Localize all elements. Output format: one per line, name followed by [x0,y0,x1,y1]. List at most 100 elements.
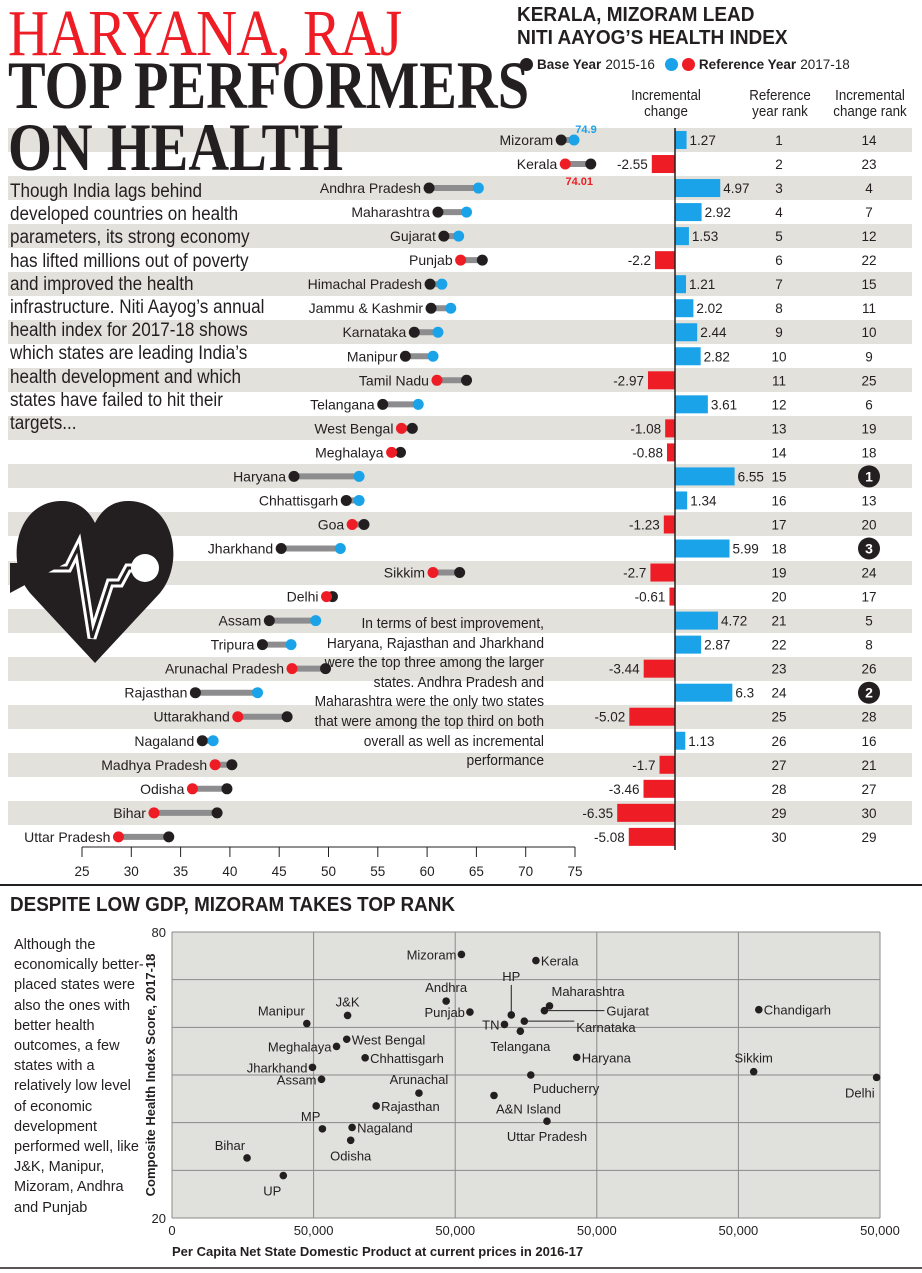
ref-year-dot [386,446,398,458]
x-tick-label: 75 [567,864,582,879]
scatter-point [317,1075,326,1084]
incremental-bar [659,755,675,774]
point-label: Manipur [258,1004,306,1019]
incremental-bar [675,635,702,654]
inc-rank-value: 1 [865,468,873,484]
state-label: Telangana [310,396,375,412]
base-year-dot [340,494,352,506]
point-label: Jharkhand [247,1060,308,1075]
incremental-value: -2.2 [628,253,651,268]
base-year-dot [211,807,223,819]
point-label: Puducherry [533,1081,600,1096]
ref-rank-value: 4 [775,205,783,220]
base-year-dot [432,206,444,218]
state-label: Gujarat [390,228,436,244]
point-label: Meghalaya [268,1039,332,1054]
scatter-point [303,1019,311,1028]
point-label: Andhra [425,980,468,995]
ref-year-dot [559,158,571,170]
incremental-bar [675,539,730,558]
inc-rank-value: 26 [861,662,876,677]
ref-rank-value: 1 [775,133,783,148]
incremental-value: 1.13 [688,734,714,749]
point-label: Gujarat [606,1004,649,1019]
point-label: Chhattisgarh [370,1051,444,1066]
scatter-chart: 0 50,000 50,000 50,000 50,000 50,000 80 20 Compo… [0,925,922,1269]
base-year-dot [424,278,436,290]
ref-rank-value: 19 [771,566,786,581]
base-year-dot [281,711,293,723]
ref-year-dot [427,350,439,362]
inc-rank-value: 29 [861,830,876,845]
base-year-dot [163,831,175,843]
ref-year-dot [148,807,160,819]
x-tick-label: 50,000 [435,1223,475,1238]
chart-title-line2: NITI AAYOG’S HEALTH INDEX [517,27,788,49]
incremental-bar [665,419,675,438]
scatter-point [361,1054,369,1062]
y-tick-label: 20 [152,1211,166,1226]
inc-rank-value: 20 [861,517,876,532]
state-label: Uttarakhand [154,709,230,725]
point-label: Bihar [215,1138,246,1153]
incremental-value: 1.21 [689,277,715,292]
ref-value-label: 74.9 [575,124,596,136]
base-year-dot [454,567,466,579]
x-tick-label: 50,000 [294,1223,334,1238]
point-label: Sikkim [735,1051,773,1066]
point-label: J&K [336,994,360,1009]
ref-rank-value: 23 [771,662,786,677]
ref-rank-value: 10 [771,349,786,364]
col-header-inc-rank: Incremental change rank [833,88,907,120]
ref-year-dot [334,543,346,555]
incremental-value: 2.82 [704,349,730,364]
incremental-value: -1.08 [630,421,661,436]
ref-rank-value: 5 [775,229,783,244]
ref-rank-value: 29 [771,806,786,821]
ref-rank-value: 12 [771,397,786,412]
point-label: Chandigarh [764,1003,831,1018]
incremental-bar [675,683,733,702]
intro-text: Though India lags behind developed count… [10,181,265,435]
state-label: Manipur [347,348,398,364]
row-band [8,416,912,441]
incremental-bar [675,395,708,414]
ref-year-dot [112,831,124,843]
inc-rank-value: 11 [862,301,876,316]
state-label: Odisha [140,781,185,797]
state-label: Haryana [233,468,286,484]
incremental-bar [675,467,735,486]
ref-rank-value: 28 [771,782,786,797]
inc-rank-value: 25 [861,373,876,388]
ref-rank-value: 9 [775,325,783,340]
x-tick-label: 40 [222,864,237,879]
incremental-value: 6.3 [735,686,754,701]
incremental-bar [675,203,702,222]
base-year-dot [555,134,567,146]
x-tick-label: 50,000 [719,1223,759,1238]
annotation-text: In terms of best improvement, Haryana, R… [314,615,544,770]
ref-rank-value: 24 [771,686,787,701]
incremental-bar [675,179,721,198]
legend-base-year: 2015-16 [605,57,655,72]
scatter-point [348,1123,356,1132]
ref-year-dot [568,134,580,146]
point-label: Haryana [582,1050,632,1065]
ref-rank-value: 13 [771,421,786,436]
base-year-dot [320,663,332,675]
incremental-value: 1.53 [692,229,718,244]
row-band [8,608,912,633]
inc-rank-value: 5 [865,614,873,629]
ref-rank-value: 18 [771,542,786,557]
x-tick-label: 0 [168,1223,175,1238]
legend-ref-label: Reference Year [698,57,797,72]
state-label: Punjab [409,252,453,268]
incremental-value: -3.46 [609,782,640,797]
ref-rank-value: 7 [775,277,783,292]
state-label: Himachal Pradesh [308,276,422,292]
point-label: UP [263,1184,281,1199]
scatter-point [572,1053,581,1062]
inc-rank-value: 27 [861,782,876,797]
incremental-value: 5.99 [733,542,759,557]
incremental-value: 4.97 [723,181,749,196]
